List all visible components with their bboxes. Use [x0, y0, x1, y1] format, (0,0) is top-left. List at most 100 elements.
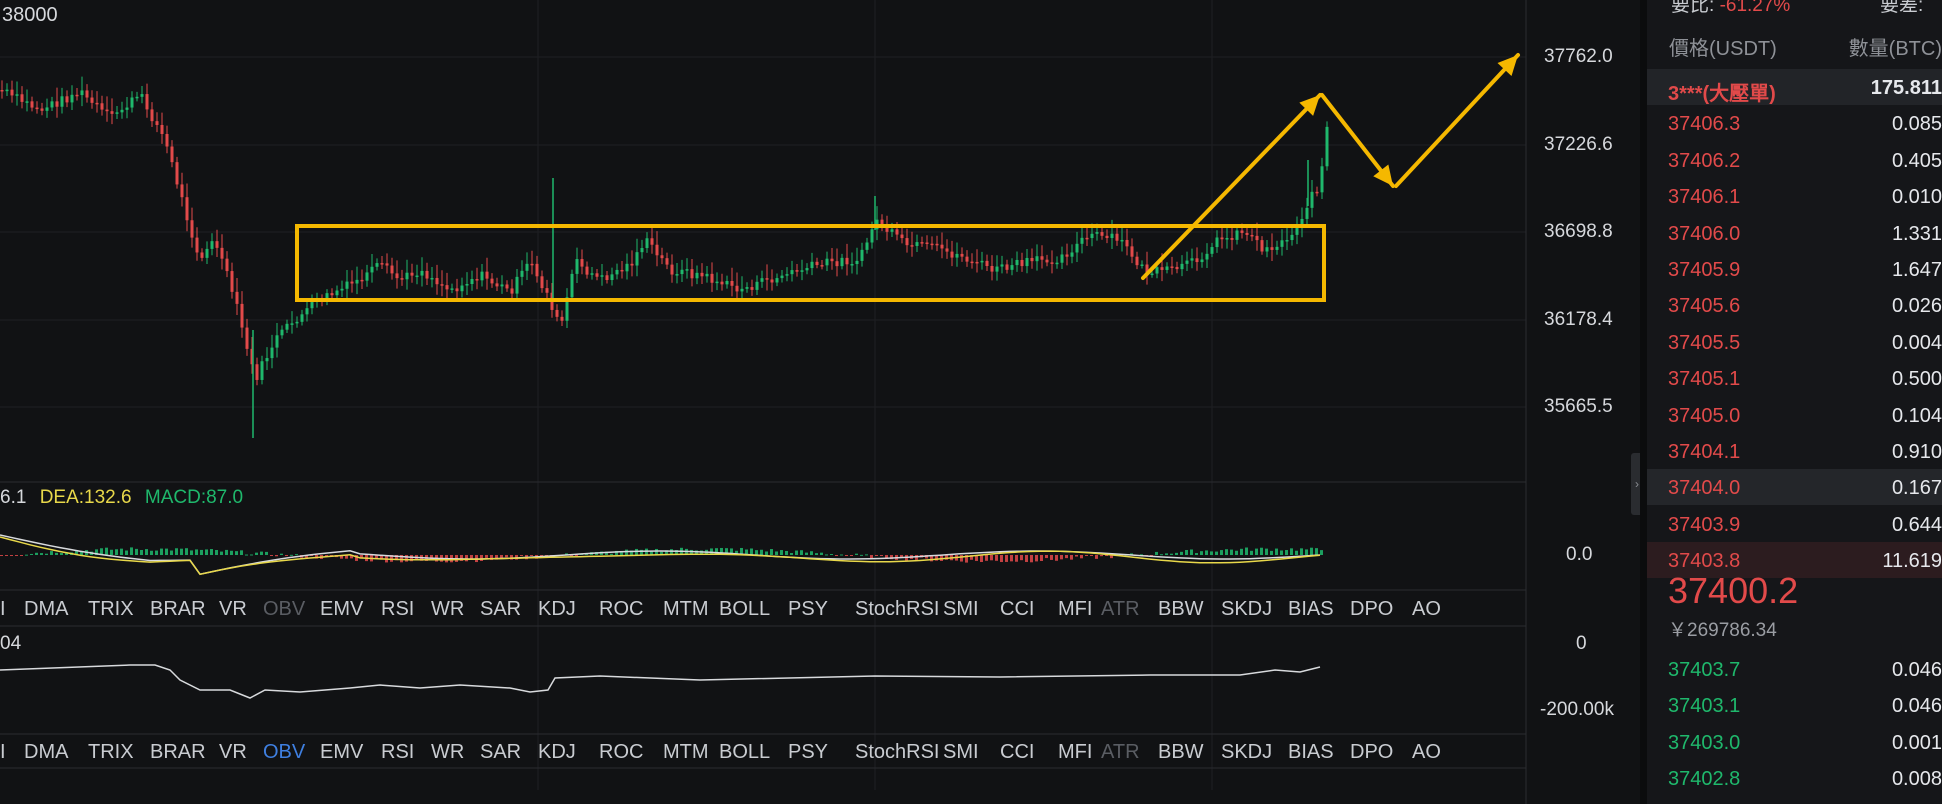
candle	[255, 364, 259, 380]
macd-bar	[355, 555, 358, 561]
ask-row[interactable]: 37406.3 0.085	[1647, 105, 1942, 141]
indicator-tab-mfi[interactable]: MFI	[1058, 598, 1093, 620]
indicator-tab-cci[interactable]: CCI	[1000, 741, 1035, 763]
indicator-tab-dpo[interactable]: DPO	[1350, 598, 1394, 620]
candle	[1115, 233, 1119, 241]
candle	[630, 263, 634, 266]
indicator-tab-smi[interactable]: SMI	[943, 598, 979, 620]
candle	[200, 252, 204, 258]
ask-row[interactable]: 37406.2 0.405	[1647, 142, 1942, 178]
ask-row[interactable]: 37406.1 0.010	[1647, 178, 1942, 214]
indicator-tab-bias[interactable]: BIAS	[1288, 741, 1334, 763]
indicator-tab-trix[interactable]: TRIX	[88, 598, 134, 620]
candle	[520, 270, 524, 277]
indicator-tab-brar[interactable]: BRAR	[150, 598, 206, 620]
indicator-tab-kdj[interactable]: KDJ	[538, 741, 576, 763]
indicator-tab-mfi[interactable]: MFI	[1058, 741, 1093, 763]
macd-bar	[170, 550, 173, 555]
candle	[450, 288, 454, 290]
indicator-tab-rsi[interactable]: RSI	[381, 741, 415, 763]
indicator-tab-dpo[interactable]: DPO	[1350, 741, 1394, 763]
candle	[70, 94, 74, 103]
candle	[310, 302, 314, 309]
bid-row[interactable]: 37403.0 0.001	[1647, 724, 1942, 760]
candle	[445, 285, 449, 290]
indicator-tab-sar[interactable]: SAR	[480, 598, 522, 620]
ask-row[interactable]: 37404.1 0.910	[1647, 433, 1942, 469]
indicator-tab-brar[interactable]: BRAR	[150, 741, 206, 763]
indicator-tab-boll[interactable]: BOLL	[719, 741, 771, 763]
indicator-tab-dma[interactable]: DMA	[24, 598, 69, 620]
indicator-tab-skdj[interactable]: SKDJ	[1221, 598, 1273, 620]
indicator-tab-emv[interactable]: EMV	[320, 741, 364, 763]
indicator-tab-bbw[interactable]: BBW	[1158, 598, 1204, 620]
macd-bar	[245, 554, 248, 556]
indicator-tab-vr[interactable]: VR	[219, 741, 247, 763]
candlestick-chart[interactable]	[0, 0, 1640, 804]
ask-row[interactable]: 37404.0 0.167	[1647, 469, 1942, 506]
ask-row[interactable]: 37405.1 0.500	[1647, 360, 1942, 396]
indicator-tab-obv[interactable]: OBV	[263, 598, 306, 620]
indicator-tab-wr[interactable]: WR	[431, 598, 465, 620]
ask-row[interactable]: 37405.9 1.647	[1647, 251, 1942, 287]
ask-row[interactable]: 37406.0 1.331	[1647, 215, 1942, 251]
candle	[745, 287, 749, 289]
indicator-tab-obv[interactable]: OBV	[263, 741, 306, 763]
bid-row[interactable]: 37402.8 0.008	[1647, 760, 1942, 796]
ask-row[interactable]: 3***(大壓單) 175.811	[1647, 69, 1942, 105]
macd-bar	[1085, 555, 1088, 557]
candle	[235, 291, 239, 304]
indicator-tab-sar[interactable]: SAR	[480, 741, 522, 763]
indicator-tab-smi[interactable]: SMI	[943, 741, 979, 763]
indicator-tab-stochrsi[interactable]: StochRSI	[855, 741, 940, 763]
candle	[30, 101, 34, 108]
ask-row[interactable]: 37405.6 0.026	[1647, 287, 1942, 323]
panel-divider[interactable]	[1640, 0, 1647, 804]
macd-bar	[700, 550, 703, 555]
indicator-tab-dma[interactable]: DMA	[24, 741, 69, 763]
ask-row[interactable]: 37405.5 0.004	[1647, 324, 1942, 360]
collapse-panel-handle[interactable]: ›	[1631, 453, 1640, 515]
indicator-tab-mtm[interactable]: MTM	[663, 598, 709, 620]
bid-row[interactable]: 37403.7 0.046	[1647, 651, 1942, 687]
indicator-tab-skdj[interactable]: SKDJ	[1221, 741, 1273, 763]
indicator-tab-i[interactable]: I	[0, 741, 6, 763]
indicator-tab-cci[interactable]: CCI	[1000, 598, 1035, 620]
ask-row[interactable]: 37405.0 0.104	[1647, 397, 1942, 433]
ask-row[interactable]: 37403.9 0.644	[1647, 506, 1942, 542]
macd-bar	[340, 555, 343, 559]
indicator-tab-atr[interactable]: ATR	[1101, 741, 1140, 763]
indicator-tab-stochrsi[interactable]: StochRSI	[855, 598, 940, 620]
indicator-tab-wr[interactable]: WR	[431, 741, 465, 763]
candle	[595, 273, 599, 277]
indicator-tab-emv[interactable]: EMV	[320, 598, 364, 620]
indicator-tab-boll[interactable]: BOLL	[719, 598, 771, 620]
indicator-tab-trix[interactable]: TRIX	[88, 741, 134, 763]
indicator-tab-atr[interactable]: ATR	[1101, 598, 1140, 620]
candle	[1240, 230, 1244, 233]
candle	[1135, 256, 1139, 266]
indicator-tab-psy[interactable]: PSY	[788, 741, 829, 763]
candle	[1025, 257, 1029, 267]
indicator-tab-bbw[interactable]: BBW	[1158, 741, 1204, 763]
macd-bar	[1030, 555, 1033, 563]
indicator-tab-ao[interactable]: AO	[1412, 598, 1441, 620]
indicator-tab-vr[interactable]: VR	[219, 598, 247, 620]
bid-row[interactable]: 37403.1 0.046	[1647, 687, 1942, 723]
indicator-tab-rsi[interactable]: RSI	[381, 598, 415, 620]
candle	[65, 96, 69, 103]
indicator-tab-kdj[interactable]: KDJ	[538, 598, 576, 620]
indicator-tab-psy[interactable]: PSY	[788, 598, 829, 620]
macd-bar	[1245, 547, 1248, 555]
indicator-tab-roc[interactable]: ROC	[599, 598, 644, 620]
macd-bar	[185, 548, 188, 555]
indicator-tab-roc[interactable]: ROC	[599, 741, 644, 763]
indicator-tab-mtm[interactable]: MTM	[663, 741, 709, 763]
candle	[155, 121, 159, 125]
candle	[495, 283, 499, 287]
indicator-tab-i[interactable]: I	[0, 598, 6, 620]
indicator-tab-bias[interactable]: BIAS	[1288, 598, 1334, 620]
indicator-tab-ao[interactable]: AO	[1412, 741, 1441, 763]
price-chart-area[interactable]: 38000 37762.0 37226.6 36698.8 36178.4 35…	[0, 0, 1640, 804]
ask-row[interactable]: 37403.8 11.619	[1647, 542, 1942, 579]
